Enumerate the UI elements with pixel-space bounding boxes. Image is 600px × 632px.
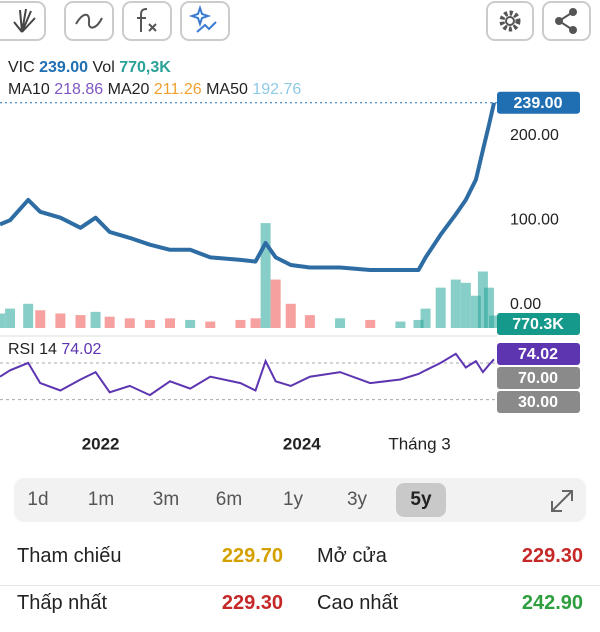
vol-label: Vol (93, 59, 115, 76)
y-tick-label: 0.00 (510, 296, 541, 313)
ma-value: 211.26 (154, 81, 202, 98)
range-tab[interactable]: 3m (152, 489, 180, 510)
ai-button[interactable] (180, 1, 230, 41)
volume-bar (435, 287, 446, 328)
stat-label: Tham chiếu (17, 545, 122, 567)
y-tick-label: 200.00 (510, 127, 559, 144)
volume-bar (483, 287, 494, 328)
x-tick-label: 2022 (82, 434, 120, 453)
volume-bar (460, 282, 471, 328)
volume-bar (477, 271, 488, 328)
volume-bar (205, 321, 216, 328)
volume-bar (270, 279, 281, 328)
volume-bar (335, 318, 346, 328)
quote-line: VIC 239.00 Vol 770,3K (8, 59, 171, 76)
volume-bar (413, 319, 424, 328)
range-tab[interactable]: 1y (282, 489, 304, 510)
volume-bar (144, 319, 155, 328)
volume-bar (55, 313, 66, 328)
range-tab[interactable]: 1d (27, 489, 49, 510)
rsi-level-tag-bg (497, 367, 580, 389)
volume-bar (420, 308, 431, 328)
ma-name: MA50 (206, 81, 248, 98)
stat-label: Thấp nhất (17, 592, 108, 614)
volume-bar (5, 308, 16, 328)
range-tab[interactable]: 1m (87, 489, 115, 510)
expand-button[interactable] (547, 486, 577, 516)
volume-bar (365, 319, 376, 328)
indicator-button[interactable] (122, 1, 172, 41)
price: 239.00 (39, 59, 88, 76)
rsi-label: RSI 14 (8, 341, 57, 358)
volume-bar (285, 303, 296, 328)
range-tab[interactable]: 6m (215, 489, 243, 510)
rsi-legend: RSI 14 74.02 (8, 341, 102, 358)
rsi-tag: 74.02 (518, 346, 558, 363)
rsi-line (0, 352, 495, 397)
x-tick-label: 2024 (283, 434, 321, 453)
draw-button[interactable] (0, 1, 46, 41)
price-tag: 239.00 (514, 95, 563, 112)
share-button[interactable] (542, 1, 591, 41)
volume-bar (124, 318, 135, 328)
volume-bar (395, 321, 406, 328)
range-tab[interactable]: 5y (396, 483, 446, 517)
vol: 770,3K (119, 59, 171, 76)
stat-value: 229.30 (221, 592, 283, 614)
ma-line: MA10 218.86 MA20 211.26 MA50 192.76 (8, 81, 301, 98)
ma-value: 192.76 (252, 81, 301, 98)
volume-tag-bg (497, 313, 580, 335)
y-tick-label: 100.00 (510, 211, 559, 228)
symbol: VIC (8, 59, 35, 76)
price-line (0, 102, 496, 272)
volume-bar (250, 318, 261, 328)
range-tab[interactable]: 3y (346, 489, 368, 510)
rsi-tag-bg (497, 343, 580, 365)
toolbar (0, 1, 591, 41)
volume-bar (165, 318, 176, 328)
rsi-level-tag-bg (497, 391, 580, 413)
ma-name: MA20 (108, 81, 150, 98)
chart: VIC 239.00 Vol 770,3K MA10 218.86 MA20 2… (0, 1, 591, 453)
stat-value: 242.90 (521, 592, 583, 614)
volume-bar (185, 319, 196, 328)
rsi-level-tag: 30.00 (518, 394, 558, 411)
ma-name: MA10 (8, 81, 50, 98)
volume-bar (450, 279, 461, 328)
price-tag-bg (497, 91, 580, 114)
stat-value: 229.30 (521, 545, 583, 567)
volume-bar (90, 311, 101, 328)
volume-bar (488, 315, 499, 328)
page: VIC 239.00 Vol 770,3K MA10 218.86 MA20 2… (0, 0, 600, 614)
settings-button[interactable] (486, 1, 534, 41)
volume-bar (23, 303, 34, 328)
volume-bar (470, 295, 481, 328)
volume-tag: 770.3K (512, 316, 564, 333)
stats-row: Thấp nhất 229.30 Cao nhất 242.90 (0, 592, 600, 632)
ma-value: 218.86 (54, 81, 103, 98)
volume-bar (75, 315, 86, 328)
volume-bar (35, 310, 46, 328)
volume-bar (235, 319, 246, 328)
volume-bar (304, 315, 315, 328)
rsi-value: 74.02 (61, 341, 101, 358)
stat-value: 229.70 (221, 545, 283, 567)
volume-bar (260, 223, 271, 328)
x-tick-label: Tháng 3 (388, 434, 450, 453)
stat-label: Cao nhất (317, 592, 399, 614)
stat-label: Mở cửa (317, 545, 387, 567)
range-tabs: 1d 1m 3m 6m 1y 3y 5y (14, 478, 586, 522)
stats-row: Tham chiếu 229.70 Mở cửa 229.30 (0, 545, 600, 586)
volume-bar (0, 313, 5, 328)
volume-bar (104, 316, 115, 328)
rsi-level-tag: 70.00 (518, 370, 558, 387)
